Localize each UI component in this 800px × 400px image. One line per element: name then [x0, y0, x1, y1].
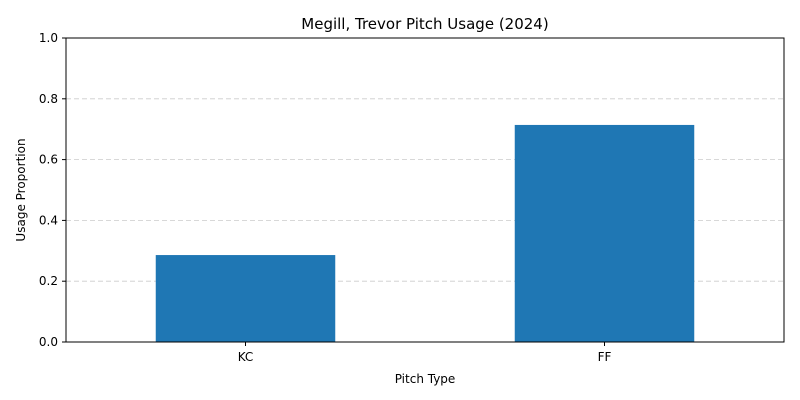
y-tick-label: 0.4 — [39, 213, 58, 227]
y-axis-label: Usage Proportion — [14, 138, 28, 241]
bar-group — [155, 124, 695, 342]
y-tick-label: 1.0 — [39, 31, 58, 45]
y-tick-label: 0.0 — [39, 335, 58, 349]
plot-area-frame — [65, 37, 785, 343]
x-axis-ticks: KC FF — [238, 342, 612, 364]
x-axis-label: Pitch Type — [395, 372, 456, 386]
bar-kc — [155, 255, 336, 342]
y-tick-label: 0.2 — [39, 274, 58, 288]
chart-title: Megill, Trevor Pitch Usage (2024) — [301, 15, 548, 33]
x-tick-label: KC — [238, 350, 254, 364]
bar-ff — [514, 124, 695, 342]
y-axis-ticks: 0.0 0.2 0.4 0.6 0.8 1.0 — [39, 31, 66, 349]
x-tick-label: FF — [598, 350, 612, 364]
y-tick-label: 0.8 — [39, 92, 58, 106]
y-tick-label: 0.6 — [39, 153, 58, 167]
